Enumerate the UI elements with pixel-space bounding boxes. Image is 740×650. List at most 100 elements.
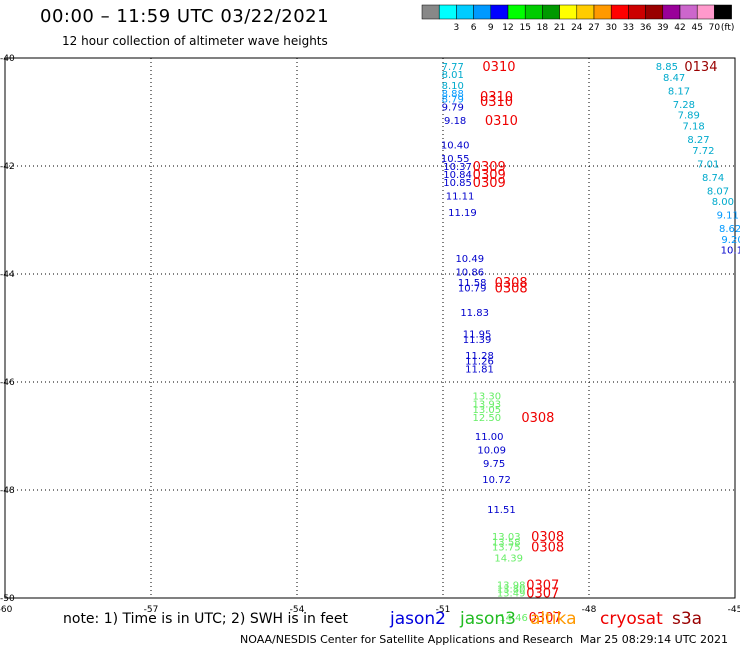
- time-label: 0310: [480, 90, 513, 105]
- color-swatch: [679, 4, 698, 20]
- wave-height-point: 9.11: [717, 211, 739, 222]
- color-scale-label: 36: [640, 23, 652, 33]
- y-tick-label: -48: [0, 486, 15, 496]
- wave-height-point: 7.28: [673, 100, 695, 111]
- wave-height-point: 10.09: [477, 446, 506, 457]
- time-label: 0308: [531, 530, 564, 545]
- time-label: 0308: [531, 541, 564, 556]
- wave-height-point: 11.83: [460, 308, 489, 319]
- color-scale-label: 30: [605, 23, 617, 33]
- color-scale-label: 6: [471, 23, 477, 33]
- wave-height-point: 10.55: [441, 154, 470, 165]
- plot-border: [4, 57, 736, 599]
- x-tick-label: -57: [144, 605, 159, 615]
- wave-height-point: 14.46: [499, 613, 528, 624]
- wave-height-point: 13.98: [497, 581, 526, 592]
- chart-title: 00:00 – 11:59 UTC 03/22/2021: [40, 6, 330, 27]
- color-scale-label: 45: [691, 23, 702, 33]
- wave-height-point: 10.11: [721, 246, 740, 257]
- color-scale-label: 3: [454, 23, 460, 33]
- legend-entry-altika: altika: [530, 609, 577, 629]
- wave-height-point: 13.03: [492, 532, 521, 543]
- wave-height-point: 11.00: [475, 432, 504, 443]
- plot-frame: [4, 57, 736, 599]
- x-tick-label: -48: [582, 605, 597, 615]
- wave-height-point: 8.07: [707, 186, 729, 197]
- color-scale-label: 70: [709, 23, 721, 33]
- wave-height-point: 10.72: [482, 475, 511, 486]
- color-scale-unit: (ft): [721, 23, 735, 33]
- y-tick-label: -42: [0, 162, 15, 172]
- wave-height-point: 13.93: [472, 400, 501, 411]
- color-scale-label: 27: [588, 23, 599, 33]
- color-swatch: [610, 4, 629, 20]
- x-tick-label: -60: [0, 605, 13, 615]
- wave-height-point: 14.39: [494, 554, 523, 565]
- wave-height-point: 10.79: [458, 284, 487, 295]
- time-label: 0310: [480, 95, 513, 110]
- time-label: 0309: [473, 168, 506, 183]
- wave-height-point: 11.81: [465, 365, 494, 376]
- wave-height-point: 8.47: [663, 73, 685, 84]
- wave-height-point: 11.11: [446, 192, 475, 203]
- wave-height-point: 11.58: [458, 278, 487, 289]
- color-scale-label: 18: [537, 23, 549, 33]
- color-scale-label: 21: [554, 23, 565, 33]
- time-label: 0308: [495, 276, 528, 291]
- time-label: 0310: [485, 114, 518, 129]
- chart-subtitle: 12 hour collection of altimeter wave hei…: [62, 34, 328, 48]
- color-swatch: [645, 4, 664, 20]
- y-tick-label: -50: [0, 594, 15, 604]
- color-swatch: [714, 4, 732, 20]
- wave-height-point: 13.30: [472, 392, 501, 403]
- color-swatch: [473, 4, 492, 20]
- color-swatch: [559, 4, 578, 20]
- wave-height-point: 9.75: [483, 459, 505, 470]
- generated-timestamp: Mar 25 08:29:14 UTC 2021: [580, 633, 728, 646]
- wave-height-point: 11.95: [463, 329, 492, 340]
- wave-height-point: 11.26: [465, 356, 494, 367]
- color-scale-label: 15: [519, 23, 530, 33]
- color-swatch: [524, 4, 543, 20]
- wave-height-point: 13.49: [497, 589, 526, 600]
- y-tick-label: -44: [0, 270, 15, 280]
- wave-height-point: 13.05: [472, 405, 501, 416]
- time-label: 0309: [473, 176, 506, 191]
- color-swatch: [456, 4, 474, 20]
- wave-height-point: 8.62: [719, 224, 740, 235]
- wave-height-point: 10.40: [441, 140, 470, 151]
- wave-height-point: 8.27: [687, 135, 709, 146]
- time-label: 0308: [495, 282, 528, 297]
- wave-height-point: 10.37: [443, 162, 472, 173]
- wave-height-point: 8.17: [668, 86, 690, 97]
- time-label: 0307: [526, 587, 559, 602]
- grid-lines: [5, 58, 735, 598]
- color-swatch: [490, 4, 509, 20]
- wave-height-point: 8.00: [712, 197, 734, 208]
- legend-entry-jason3: jason3: [460, 609, 516, 629]
- wave-height-point: 7.01: [697, 159, 719, 170]
- color-swatch: [438, 4, 457, 20]
- data-marks: 7.778.018.108.888.799.799.1810.4010.5510…: [441, 60, 740, 626]
- wave-height-point: 10.86: [455, 267, 484, 278]
- color-swatch: [507, 4, 526, 20]
- wave-height-point: 13.58: [492, 537, 521, 548]
- color-scale-label: 24: [571, 23, 583, 33]
- wave-height-point: 8.85: [656, 62, 678, 73]
- color-swatch: [542, 4, 560, 20]
- legend-entry-cryosat: cryosat: [600, 609, 663, 629]
- wave-height-point: 10.85: [443, 178, 472, 189]
- wave-height-point: 9.20: [721, 235, 740, 246]
- footnote: note: 1) Time is in UTC; 2) SWH is in fe…: [63, 611, 349, 627]
- wave-height-point: 13.75: [492, 543, 521, 554]
- wave-height-point: 8.88: [442, 89, 464, 100]
- wave-height-point: 8.10: [442, 81, 464, 92]
- wave-height-point: 8.79: [442, 95, 464, 106]
- y-tick-label: -46: [0, 378, 15, 388]
- wave-height-point: 12.50: [472, 413, 501, 424]
- wave-height-point: 11.39: [463, 335, 492, 346]
- axis-ticks: -60 -57 -54 -51 -48 -45 -50 -48 -46 -44 -42 -40: [0, 54, 740, 615]
- x-tick-label: -51: [436, 605, 451, 615]
- x-tick-label: -45: [728, 605, 740, 615]
